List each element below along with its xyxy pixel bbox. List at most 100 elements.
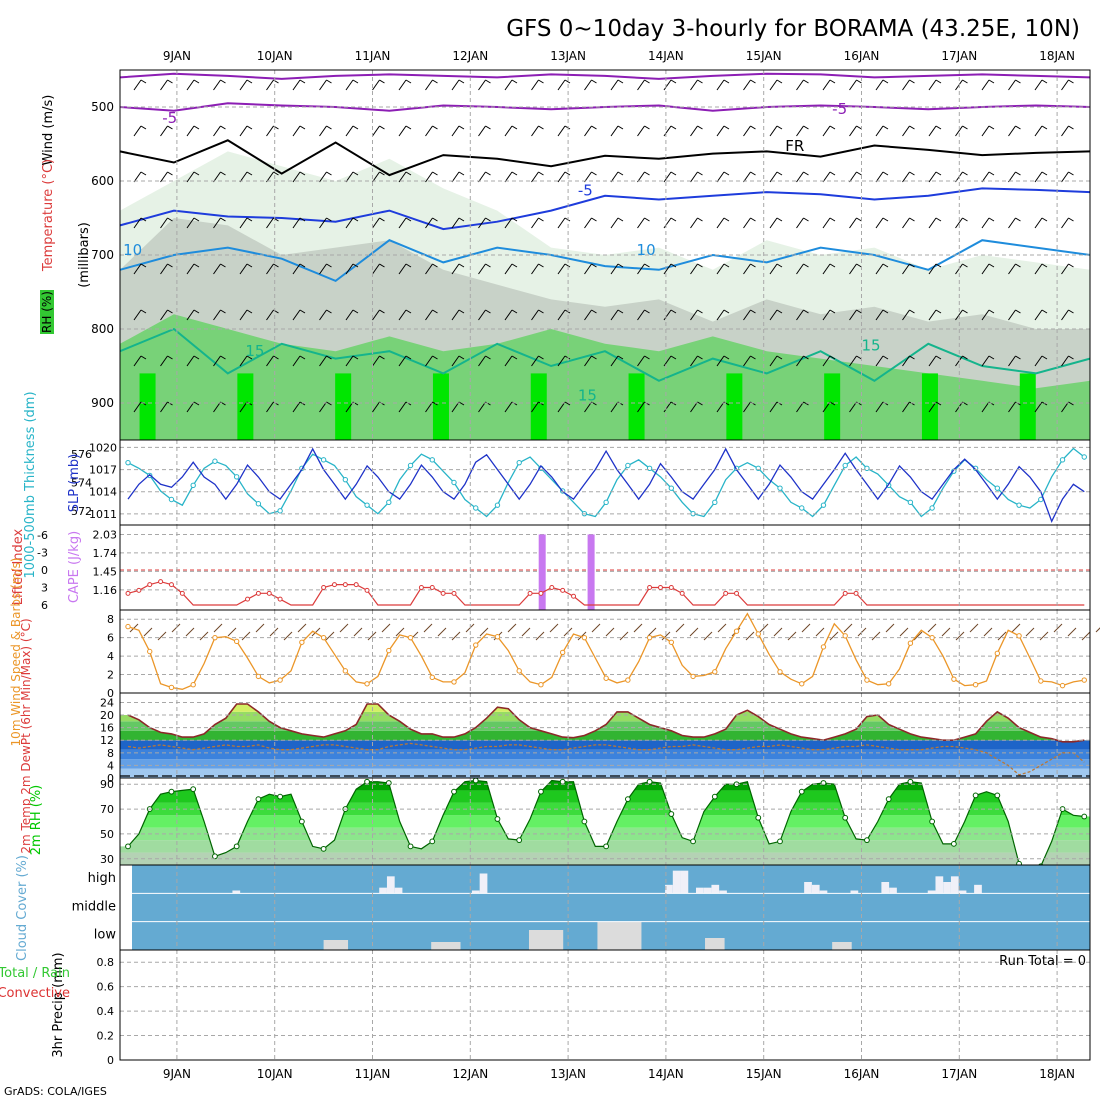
wind-barb (352, 263, 359, 268)
wind10m-barb (143, 627, 153, 637)
wind-barb (690, 309, 698, 321)
wind-barb (564, 125, 571, 130)
wind-barb (955, 217, 963, 229)
thickness-line-marker (451, 479, 457, 486)
wind-barb (273, 355, 279, 360)
wind-barb (1061, 401, 1069, 413)
wind-barb (962, 125, 968, 130)
wind-barb (981, 401, 990, 413)
wind-barb (670, 309, 677, 314)
wind-barb (345, 401, 354, 413)
wind10m-barb (1011, 623, 1021, 633)
temp2m-line (127, 703, 1085, 743)
wind-barb (829, 171, 836, 176)
wind10m-line-marker (190, 682, 196, 688)
wind-barb (849, 171, 857, 183)
wind-barb (743, 355, 751, 367)
wind10m-line-marker (473, 642, 479, 648)
wind-barb (345, 79, 354, 91)
wind-barb (186, 263, 195, 275)
wind-barb (803, 171, 809, 176)
thickness-ylabel: 1000-500mb Thickness (dm) (23, 391, 38, 578)
wind-barb (538, 217, 544, 222)
wind-barb (292, 401, 301, 413)
wind-barb (140, 355, 147, 360)
wind10m-barb (829, 631, 839, 641)
wind-barb (617, 171, 624, 176)
x-axis-label-bottom: 10JAN (257, 1067, 293, 1081)
rh2m-marker (668, 811, 675, 817)
wind-barb (213, 263, 221, 275)
rh-bright-column (824, 373, 841, 440)
wind-barb (239, 217, 248, 229)
wind-barb (140, 171, 147, 176)
wind-barb (663, 217, 672, 229)
wind-barb (398, 125, 407, 137)
x-axis-label-top: 9JAN (163, 49, 191, 63)
wind10m-barb (423, 623, 433, 633)
temp-band (120, 749, 1090, 760)
wind-barb (485, 125, 491, 130)
x-axis-label-bottom: 11JAN (355, 1067, 391, 1081)
rh2m-marker (451, 788, 457, 795)
wind-barb (803, 217, 809, 222)
wind-barb (432, 125, 438, 130)
wind-barb (776, 309, 783, 314)
wind-barb (796, 171, 804, 183)
lifted-index-marker (571, 593, 577, 599)
thickness-line-marker (929, 505, 935, 511)
wind10m-line-marker (733, 628, 740, 634)
wind10m-line-marker (972, 682, 979, 688)
wind-barb (1015, 171, 1021, 176)
wind-barb (617, 309, 624, 314)
wind-barb (425, 401, 433, 413)
lifted-ytick: 3 (41, 582, 48, 595)
x-axis-label-top: 12JAN (452, 49, 488, 63)
wind10m-barb (745, 631, 755, 641)
temp-ytick: 16 (100, 722, 114, 735)
wind-barb (1034, 355, 1043, 367)
wind10m-line-marker (820, 644, 827, 650)
wind-barb (398, 217, 407, 229)
wind-barb (531, 263, 539, 275)
rh2m-marker (538, 788, 544, 795)
cloud-high-bar (672, 870, 681, 894)
wind-barb (803, 79, 809, 84)
wind10m-line-marker (364, 681, 370, 687)
wind-barb (398, 263, 407, 275)
wind10m-barb (479, 627, 489, 637)
wind-barb (504, 171, 513, 183)
contour-label: -5 (832, 100, 847, 118)
wind-barb (822, 263, 831, 275)
rh2m-marker (298, 818, 305, 825)
wind-barb (133, 355, 142, 367)
cloud-high-bar (889, 887, 897, 894)
wind-barb (405, 263, 412, 268)
wind-barb (292, 79, 301, 91)
wind-barb (133, 263, 142, 275)
wind-barb (584, 355, 592, 367)
wind-barb (326, 79, 332, 84)
rh2m-marker (603, 843, 610, 850)
wind10m-barb (157, 631, 167, 641)
wind-barb (935, 309, 942, 314)
wind10m-line-marker (951, 676, 957, 682)
wind10m-barb (941, 627, 951, 637)
rh-bright-column (726, 373, 743, 440)
wind-barb (690, 79, 698, 91)
wind-barb (504, 79, 513, 91)
wind-barb (796, 79, 804, 91)
cape-ytick: 1.74 (93, 547, 118, 560)
wind10m-line-marker (125, 623, 131, 630)
wind-barb (690, 217, 698, 229)
rh-band (120, 314, 1090, 440)
wind-barb (617, 355, 624, 360)
wind-barb (935, 217, 942, 222)
wind-barb (379, 79, 385, 84)
wind-barb (1041, 79, 1048, 84)
isotherm-line (119, 239, 1091, 283)
cloud-high-bar (680, 870, 689, 894)
wind10m-barb (871, 631, 881, 641)
wind-barb (875, 217, 884, 229)
